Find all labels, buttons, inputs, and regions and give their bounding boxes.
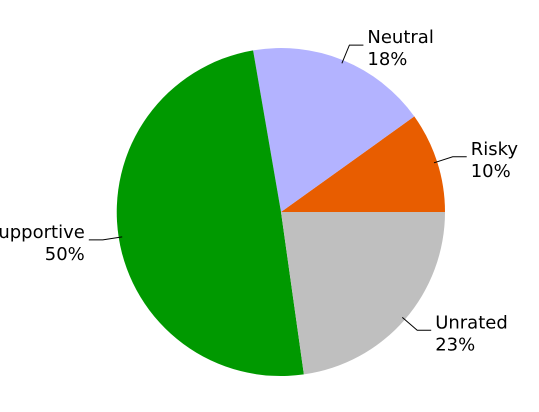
slice-percent-supportive: 50%	[45, 244, 85, 265]
leader-line-neutral	[341, 44, 364, 64]
slice-percent-risky: 10%	[471, 161, 511, 182]
slice-label-risky: Risky	[471, 139, 519, 160]
pie-slice-neutral	[253, 47, 415, 212]
pie-leader-lines	[88, 44, 467, 331]
pie-slice-risky	[281, 116, 445, 212]
leader-line-supportive	[88, 236, 123, 241]
pie-slice-supportive	[116, 50, 304, 377]
slice-label-supportive: Supportive	[0, 222, 85, 243]
slice-label-neutral: Neutral	[367, 27, 433, 48]
slice-label-unrated: Unrated	[435, 312, 508, 333]
pie-slices	[116, 47, 446, 377]
leader-line-unrated	[401, 317, 432, 331]
slice-percent-neutral: 18%	[367, 49, 407, 70]
slice-percent-unrated: 23%	[435, 334, 475, 355]
leader-line-risky	[433, 156, 467, 164]
pie-slice-unrated	[281, 212, 446, 375]
